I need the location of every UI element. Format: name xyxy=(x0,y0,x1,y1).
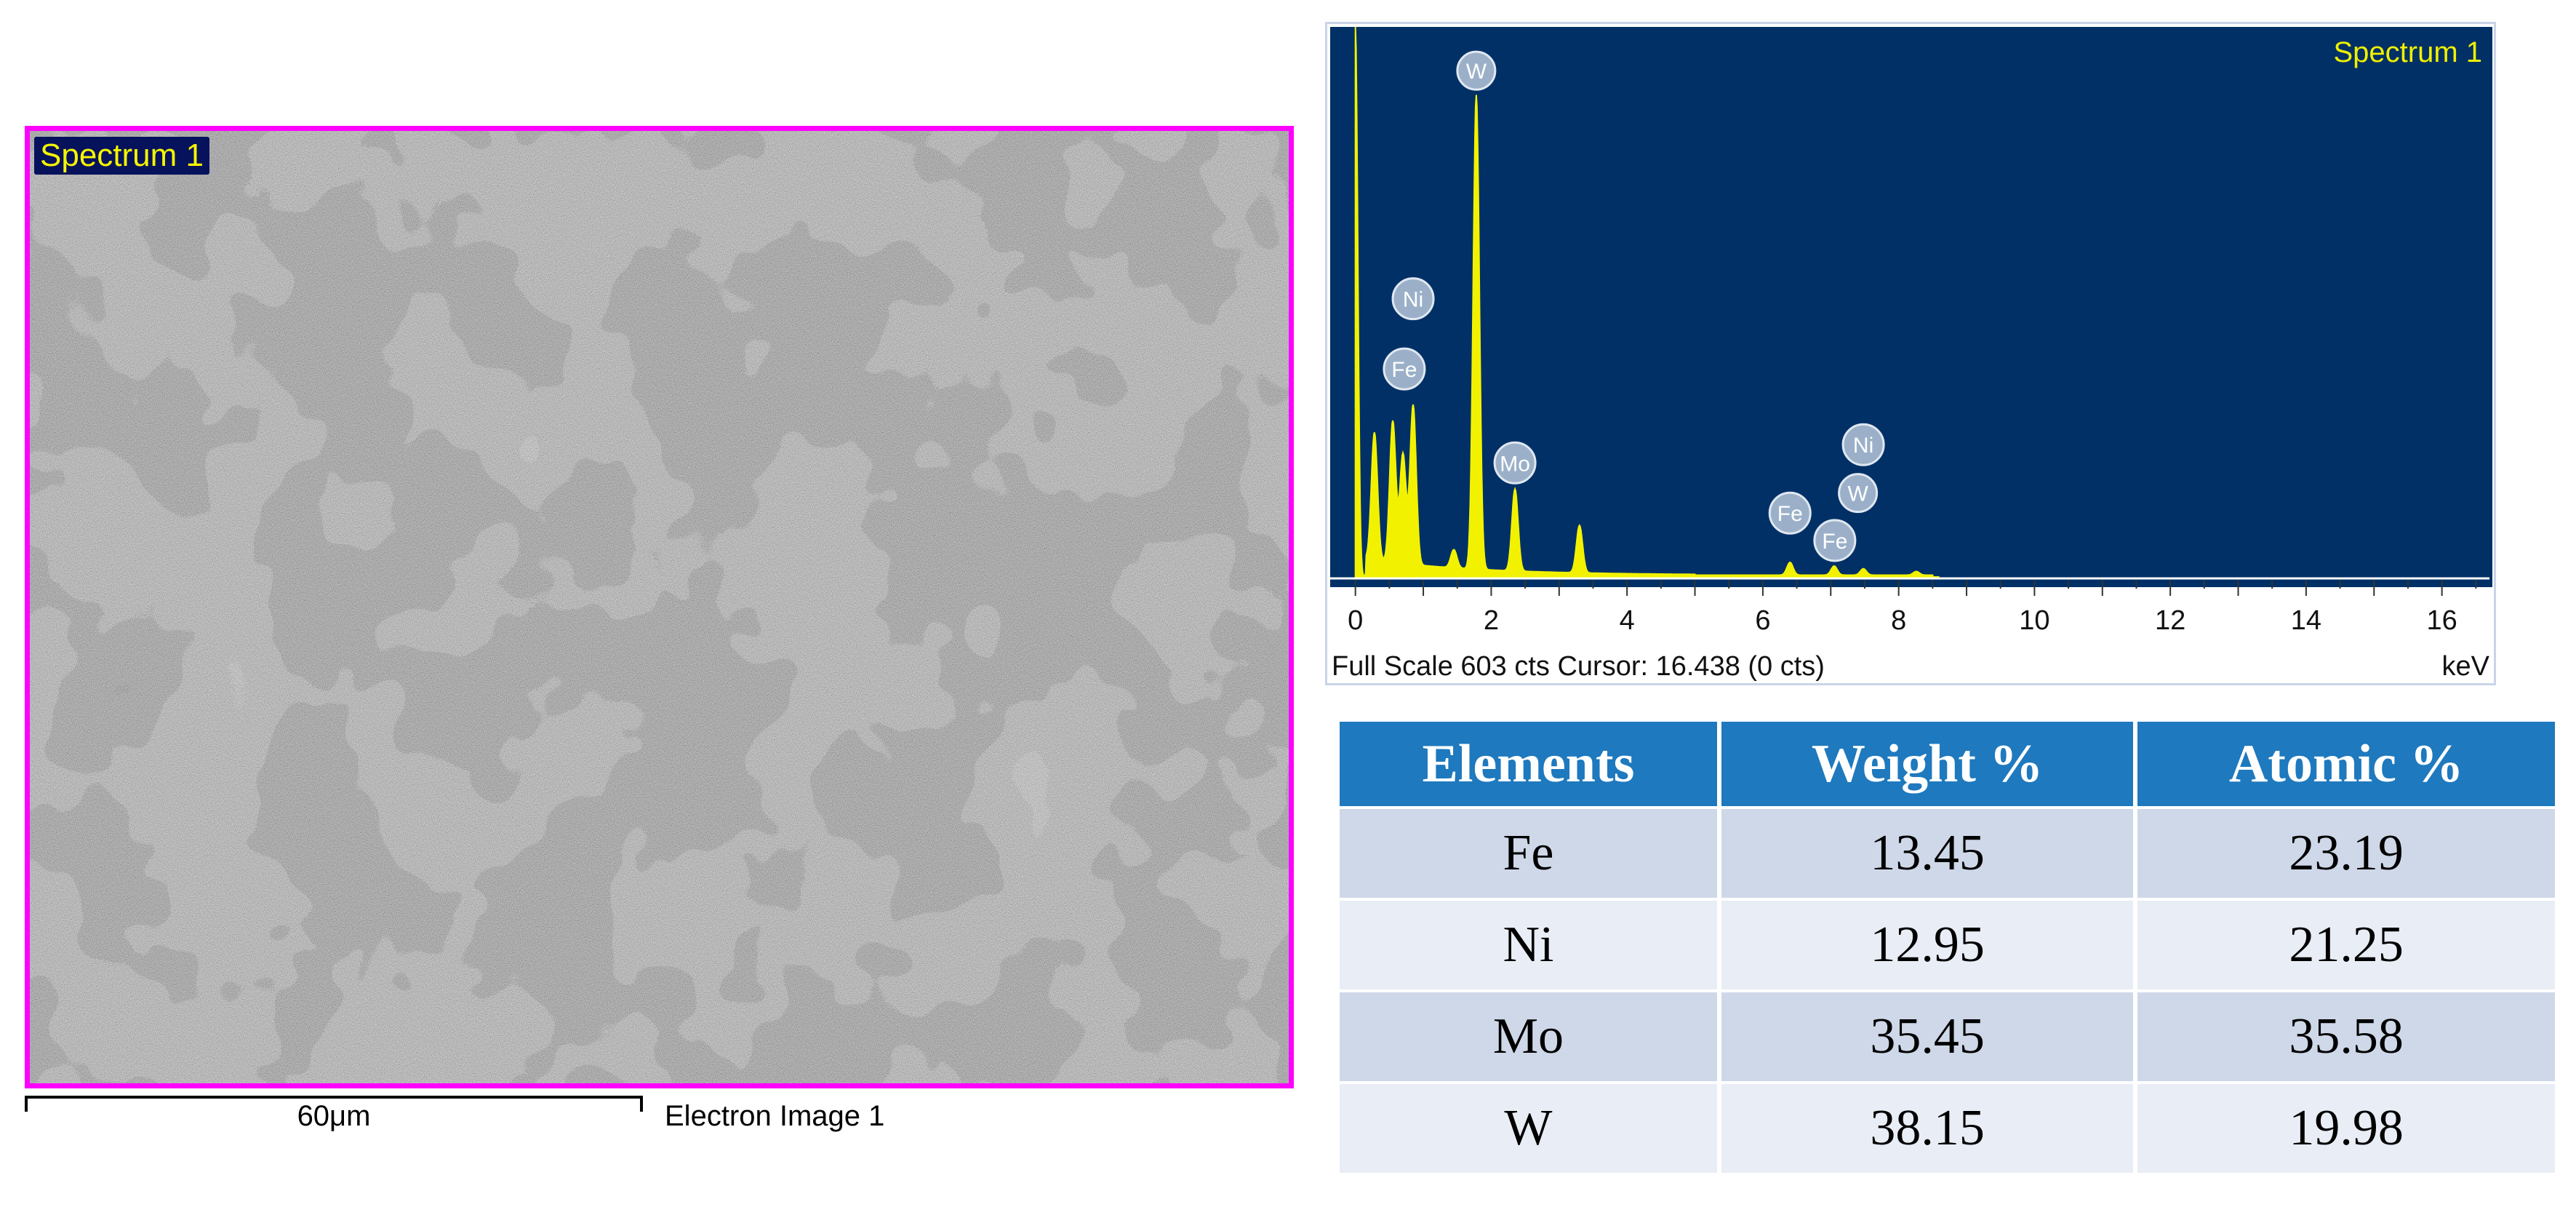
cell-weight: 13.45 xyxy=(1721,809,2134,898)
x-tick-label: 14 xyxy=(2291,605,2321,636)
table-row: Fe 13.45 23.19 xyxy=(1340,809,2555,898)
x-tick-label: 2 xyxy=(1484,605,1499,636)
peak-label-text: W xyxy=(1466,60,1487,84)
x-tick-label: 6 xyxy=(1755,605,1770,636)
x-tick-label: 16 xyxy=(2426,605,2457,636)
peak-label-text: W xyxy=(1847,482,1868,506)
spectrum-trace xyxy=(1354,26,1940,578)
cell-atomic: 35.58 xyxy=(2137,992,2555,1081)
x-tick-label: 10 xyxy=(2019,605,2049,636)
sem-spectrum-label: Spectrum 1 xyxy=(34,137,209,175)
cell-element: W xyxy=(1340,1084,1717,1173)
sem-image-texture xyxy=(30,131,1289,1083)
cell-weight: 35.45 xyxy=(1721,992,2134,1081)
sem-caption: Electron Image 1 xyxy=(665,1100,885,1132)
header-atomic: Atomic % xyxy=(2137,722,2555,806)
cell-atomic: 23.19 xyxy=(2137,809,2555,898)
sem-micrograph: Spectrum 1 xyxy=(25,126,1294,1088)
x-tick-label: 8 xyxy=(1891,605,1906,636)
composition-table: Elements Weight % Atomic % Fe 13.45 23.1… xyxy=(1335,719,2559,1176)
peak-label-ni: Ni xyxy=(1841,423,1885,466)
header-weight: Weight % xyxy=(1721,722,2134,806)
scale-bar xyxy=(25,1096,643,1112)
cell-element: Fe xyxy=(1340,809,1717,898)
spectrum-unit-label: keV xyxy=(2441,651,2489,682)
header-elements: Elements xyxy=(1340,722,1717,806)
cell-atomic: 19.98 xyxy=(2137,1084,2555,1173)
cell-element: Mo xyxy=(1340,992,1717,1081)
cell-atomic: 21.25 xyxy=(2137,901,2555,989)
peak-label-w: W xyxy=(1838,473,1879,514)
cell-element: Ni xyxy=(1340,901,1717,989)
peak-label-text: Ni xyxy=(1403,288,1423,312)
peak-label-text: Ni xyxy=(1853,434,1873,458)
peak-label-text: Fe xyxy=(1822,530,1847,554)
peak-label-mo: Mo xyxy=(1493,441,1537,485)
plot-area xyxy=(1330,27,2492,587)
cell-weight: 38.15 xyxy=(1721,1084,2134,1173)
peak-label-text: Mo xyxy=(1500,452,1530,476)
x-tick-label: 12 xyxy=(2155,605,2185,636)
table-row: Ni 12.95 21.25 xyxy=(1340,901,2555,989)
spectrum-footer: Full Scale 603 cts Cursor: 16.438 (0 cts… xyxy=(1332,651,1825,682)
peak-label-fe: Fe xyxy=(1383,347,1426,391)
peak-label-fe: Fe xyxy=(1813,519,1857,562)
peak-label-text: Fe xyxy=(1391,358,1417,382)
table-row: Mo 35.45 35.58 xyxy=(1340,992,2555,1081)
peak-label-w: W xyxy=(1456,50,1497,91)
cell-weight: 12.95 xyxy=(1721,901,2134,989)
eds-spectrum-chart: Spectrum 1 W Ni Fe Mo Ni W Fe Fe 0 2 4 6 8 10 12 14 16 … xyxy=(1325,22,2496,685)
spectrum-title: Spectrum 1 xyxy=(2333,36,2482,68)
x-tick-label: 4 xyxy=(1620,605,1635,636)
peak-label-fe: Fe xyxy=(1768,491,1812,535)
peak-label-text: Fe xyxy=(1777,502,1803,526)
table-header-row: Elements Weight % Atomic % xyxy=(1340,722,2555,806)
scale-bar-label: 60μm xyxy=(297,1100,371,1132)
x-tick-label: 0 xyxy=(1348,605,1363,636)
table-row: W 38.15 19.98 xyxy=(1340,1084,2555,1173)
peak-label-ni: Ni xyxy=(1391,277,1435,321)
